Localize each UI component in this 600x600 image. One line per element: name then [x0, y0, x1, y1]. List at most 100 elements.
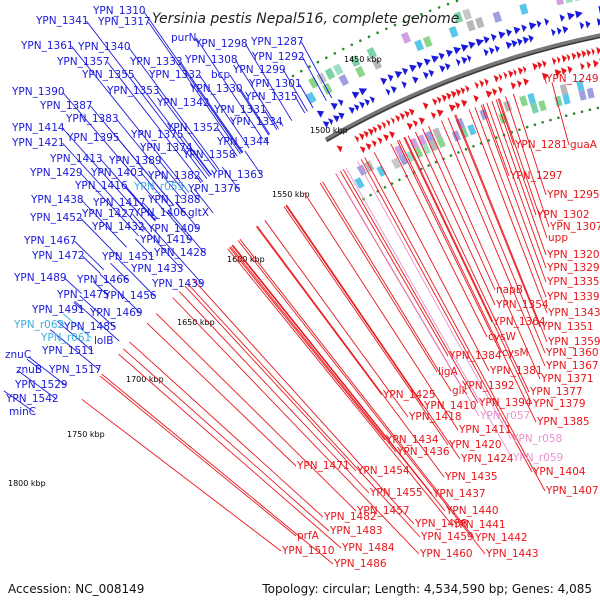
- left-gene-label: YPN_1383: [65, 113, 119, 125]
- gene-arrow: [576, 51, 582, 60]
- gene-arrow: [542, 60, 547, 68]
- leader-line: [123, 348, 330, 532]
- left-gene-label: YPN_1357: [56, 56, 110, 68]
- gene-arrow: [406, 122, 413, 131]
- left-gene-label: YPN_1469: [89, 307, 143, 319]
- gene-arrow: [498, 31, 506, 39]
- left-gene-label: YPN_1433: [130, 263, 184, 275]
- leader-line: [146, 322, 297, 467]
- feature-block: [349, 55, 361, 68]
- gc-dot: [367, 35, 371, 38]
- leader-line: [62, 142, 144, 233]
- leader-line: [125, 185, 157, 221]
- gene-arrow: [432, 98, 438, 106]
- leader-line: [199, 74, 250, 149]
- gene-arrow: [483, 36, 490, 44]
- gene-arrow: [455, 88, 461, 97]
- left-gene-label: YPN_1375: [130, 129, 184, 141]
- leader-line: [26, 358, 42, 371]
- leader-line: [157, 90, 218, 172]
- right-gene-label: YPN_1329: [546, 262, 600, 274]
- gene-arrow: [409, 64, 417, 73]
- right-gene-label: upp: [548, 232, 568, 244]
- left-gene-label: YPN_1451: [101, 251, 155, 263]
- gene-arrow: [376, 124, 382, 132]
- gene-arrow: [575, 10, 583, 19]
- leader-line: [221, 166, 239, 190]
- gc-dot: [420, 12, 423, 16]
- left-gene-label: YPN_1421: [11, 137, 65, 149]
- leader-line: [264, 220, 409, 418]
- gene-arrow: [441, 94, 447, 102]
- right-gene-label: glk: [452, 385, 469, 397]
- gc-dot: [350, 43, 354, 47]
- gene-arrow: [511, 39, 518, 48]
- gene-arrow: [551, 28, 556, 37]
- gene-arrow: [436, 109, 444, 117]
- gene-arrow: [556, 27, 562, 35]
- leader-line: [302, 56, 327, 101]
- leader-line: [180, 61, 244, 153]
- right-gene-label: YPN_1302: [536, 209, 590, 221]
- leader-line: [81, 398, 282, 552]
- left-gene-label: YPN_1315: [244, 91, 298, 103]
- leader-line: [198, 175, 204, 182]
- scale-label: 1550 kbp: [272, 190, 310, 199]
- scale-label: 1750 kbp: [67, 430, 105, 439]
- gene-arrow: [381, 121, 386, 129]
- gene-arrow: [418, 117, 425, 125]
- gene-arrow: [394, 71, 403, 79]
- gene-arrow: [483, 48, 489, 57]
- gc-dot: [464, 148, 468, 151]
- right-gene-label: YPN_1407: [545, 485, 599, 497]
- left-gene-label: YPN_1353: [106, 85, 160, 97]
- right-gene-label: ligA: [438, 366, 458, 378]
- gene-arrow: [438, 52, 445, 60]
- leader-line: [229, 74, 270, 136]
- feature-block: [421, 143, 431, 155]
- left-gene-label: YPN_1301: [248, 78, 302, 90]
- left-gene-label: minC: [9, 406, 36, 418]
- leader-line: [79, 295, 115, 328]
- feature-block: [424, 130, 435, 143]
- leader-line: [101, 373, 334, 565]
- left-gene-label: YPN_1341: [35, 15, 89, 27]
- gene-arrow: [585, 20, 591, 29]
- gene-arrow: [358, 101, 365, 109]
- gc-dot: [557, 116, 560, 120]
- right-gene-label: YPN_1459: [420, 531, 474, 543]
- gene-arrow: [436, 96, 442, 104]
- leader-line: [143, 202, 158, 220]
- leader-line: [233, 154, 236, 158]
- gene-arrow: [505, 41, 513, 50]
- left-gene-label: YPN_1340: [77, 41, 131, 53]
- gene-arrow: [431, 55, 439, 63]
- feature-block: [455, 117, 466, 130]
- gene-arrow: [473, 95, 479, 103]
- gene-arrow: [369, 96, 375, 104]
- left-gene-label: YPN_1387: [39, 100, 93, 112]
- feature-block: [432, 127, 442, 139]
- feature-block: [467, 123, 477, 136]
- feature-block: [305, 91, 317, 104]
- right-gene-label: YPN_1367: [545, 360, 599, 372]
- left-gene-label: YPN_1416: [74, 180, 128, 192]
- backbone-ring-edge: [326, 36, 600, 142]
- leader-line: [165, 211, 191, 241]
- gc-dot: [376, 31, 379, 34]
- leader-line: [280, 121, 284, 127]
- right-gene-label: YPN_1454: [356, 465, 410, 477]
- feature-block: [316, 72, 328, 85]
- feature-block: [479, 108, 489, 121]
- left-gene-label: gltX: [188, 207, 209, 219]
- right-gene-label: YPN_1411: [458, 424, 512, 436]
- leader-line: [364, 157, 546, 492]
- gc-dot: [518, 128, 521, 131]
- right-gene-label: cysW: [488, 331, 516, 343]
- gene-arrow: [562, 25, 569, 34]
- right-gene-label: YPN_1360: [545, 347, 599, 359]
- left-gene-label: YPN_1428: [153, 247, 207, 259]
- left-gene-label: YPN_1376: [187, 183, 241, 195]
- left-gene-label: YPN_1414: [11, 122, 65, 134]
- gene-arrow: [485, 90, 493, 98]
